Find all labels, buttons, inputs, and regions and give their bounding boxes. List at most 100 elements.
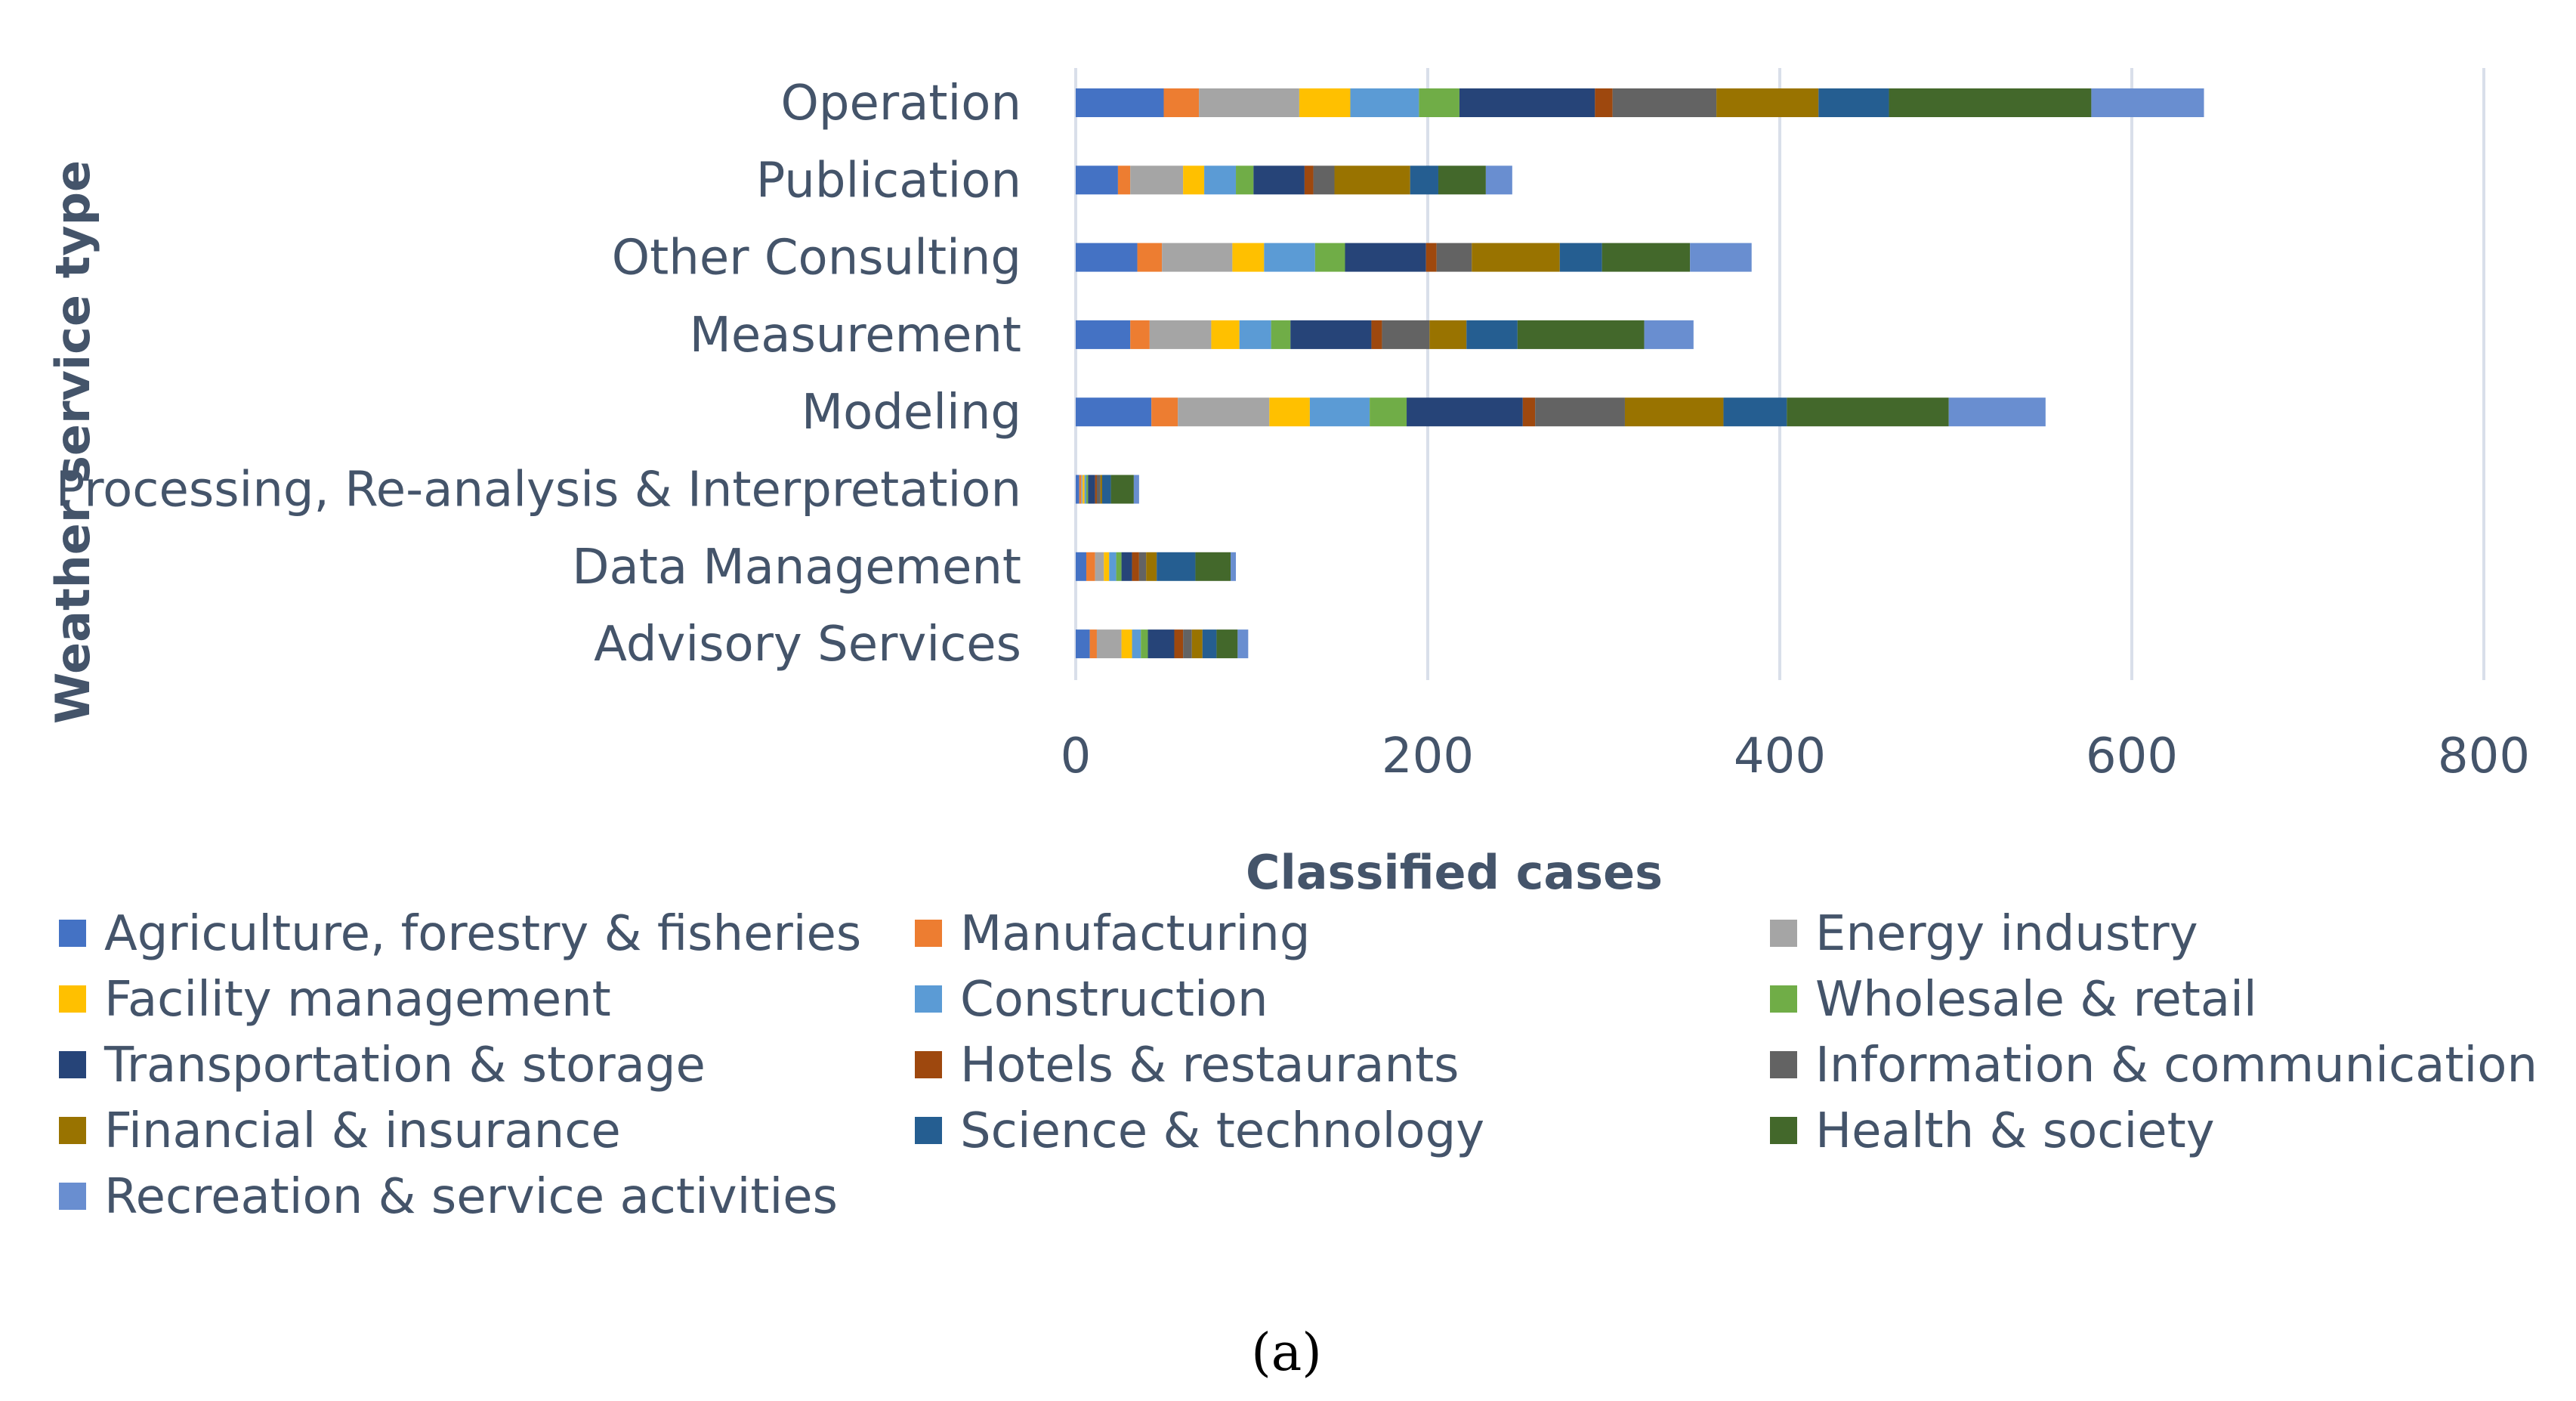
bar-segment xyxy=(1818,88,1889,117)
bar-segment xyxy=(1370,397,1407,427)
x-tick-label: 0 xyxy=(1061,728,1092,784)
bar-segment xyxy=(1095,552,1104,581)
legend-swatch xyxy=(1770,985,1797,1013)
bar-segment xyxy=(1121,629,1132,659)
bar-segment xyxy=(1612,88,1717,117)
legend-label: Agriculture, forestry & fisheries xyxy=(104,906,861,962)
bar-segment xyxy=(1080,475,1083,504)
legend-label: Manufacturing xyxy=(960,906,1310,962)
category-labels: Operation Publication Other Consulting Meas… xyxy=(56,76,1021,673)
legend-swatch xyxy=(915,1117,942,1144)
bar-segment xyxy=(1138,552,1147,581)
bar-segment xyxy=(1334,165,1410,195)
bar-segment xyxy=(1485,165,1512,195)
legend-label: Recreation & service activities xyxy=(104,1169,838,1225)
legend-swatch xyxy=(1770,920,1797,947)
bar-segment xyxy=(1086,475,1089,504)
bar-segment xyxy=(1076,397,1152,427)
bar-segment xyxy=(1116,552,1122,581)
bar-segment xyxy=(1350,88,1419,117)
bar-segment xyxy=(1236,165,1254,195)
bar-segment xyxy=(1121,552,1132,581)
bar-segment xyxy=(1309,397,1370,427)
bar-segment xyxy=(1232,243,1265,272)
bar-segment xyxy=(1466,320,1518,349)
legend-swatch xyxy=(59,985,86,1013)
bar-segment xyxy=(1202,629,1217,659)
bar-segment xyxy=(1472,243,1560,272)
bar-segment xyxy=(1314,243,1345,272)
legend-label: Science & technology xyxy=(960,1103,1484,1159)
bar-segment xyxy=(1162,243,1233,272)
bar-segment xyxy=(1117,165,1131,195)
bar-segment xyxy=(1425,243,1437,272)
bar-segment xyxy=(1163,88,1200,117)
bar-segment xyxy=(1602,243,1691,272)
legend-swatch xyxy=(59,1051,86,1078)
bar-segment xyxy=(1716,88,1819,117)
bar-segment xyxy=(1076,475,1080,504)
bar-segment xyxy=(1624,397,1724,427)
bar-segment xyxy=(1076,88,1164,117)
gridlines xyxy=(1074,68,2485,680)
bar-segment xyxy=(1157,552,1196,581)
legend-label: Facility management xyxy=(104,972,611,1028)
bar-segment xyxy=(1199,88,1299,117)
category-label: Processing, Re-analysis & Interpretation xyxy=(56,462,1021,518)
bar-segment xyxy=(1133,475,1139,504)
bar-segment xyxy=(1436,243,1472,272)
bar-segment xyxy=(1088,475,1095,504)
bar-segment xyxy=(1787,397,1949,427)
bar-segment xyxy=(1239,320,1271,349)
bar-segment xyxy=(1595,88,1613,117)
bar-segment xyxy=(1132,629,1141,659)
bar-segment xyxy=(1141,629,1148,659)
category-label: Operation xyxy=(781,76,1022,131)
bar-segment xyxy=(1522,397,1536,427)
bar-segment xyxy=(1559,243,1602,272)
bars xyxy=(1076,88,2204,659)
bar-segment xyxy=(1723,397,1787,427)
bar-segment xyxy=(1178,397,1270,427)
bar-segment xyxy=(1076,243,1138,272)
x-tick-label: 600 xyxy=(2086,728,2178,784)
bar-segment xyxy=(1096,629,1122,659)
legend-swatch xyxy=(915,1051,942,1078)
category-label: Data Management xyxy=(572,540,1021,595)
bar-segment xyxy=(1407,397,1523,427)
x-tick-label: 200 xyxy=(1382,728,1474,784)
legend-swatch xyxy=(915,920,942,947)
legend-swatch xyxy=(1770,1117,1797,1144)
x-tick-labels: 0 200 400 600 800 xyxy=(1061,728,2530,784)
bar-segment xyxy=(1889,88,2092,117)
bar-segment xyxy=(1130,320,1150,349)
bar-segment xyxy=(1216,629,1238,659)
bar-segment xyxy=(1459,88,1595,117)
bar-segment xyxy=(1231,552,1237,581)
bar-segment xyxy=(1371,320,1382,349)
bar-segment xyxy=(1195,552,1231,581)
legend-swatch xyxy=(59,920,86,947)
bar-segment xyxy=(1211,320,1240,349)
bar-segment xyxy=(1517,320,1645,349)
bar-segment xyxy=(1130,165,1184,195)
legend-label: Transportation & storage xyxy=(103,1038,706,1093)
bar-segment xyxy=(1290,320,1372,349)
bar-segment xyxy=(1174,629,1184,659)
bar-segment xyxy=(1076,629,1090,659)
bar-segment xyxy=(1083,475,1085,504)
legend: Agriculture, forestry & fisheries Manufac… xyxy=(59,906,2537,1225)
bar-segment xyxy=(1104,552,1110,581)
bar-segment xyxy=(1110,475,1134,504)
bar-segment xyxy=(1089,629,1097,659)
legend-label: Wholesale & retail xyxy=(1815,972,2257,1028)
bar-segment xyxy=(1429,320,1467,349)
bar-segment xyxy=(1313,165,1335,195)
bar-segment xyxy=(1095,475,1097,504)
legend-label: Hotels & restaurants xyxy=(960,1038,1459,1093)
bar-segment xyxy=(1299,88,1351,117)
category-label: Advisory Services xyxy=(594,617,1021,673)
bar-segment xyxy=(1146,552,1157,581)
bar-segment xyxy=(1264,243,1315,272)
